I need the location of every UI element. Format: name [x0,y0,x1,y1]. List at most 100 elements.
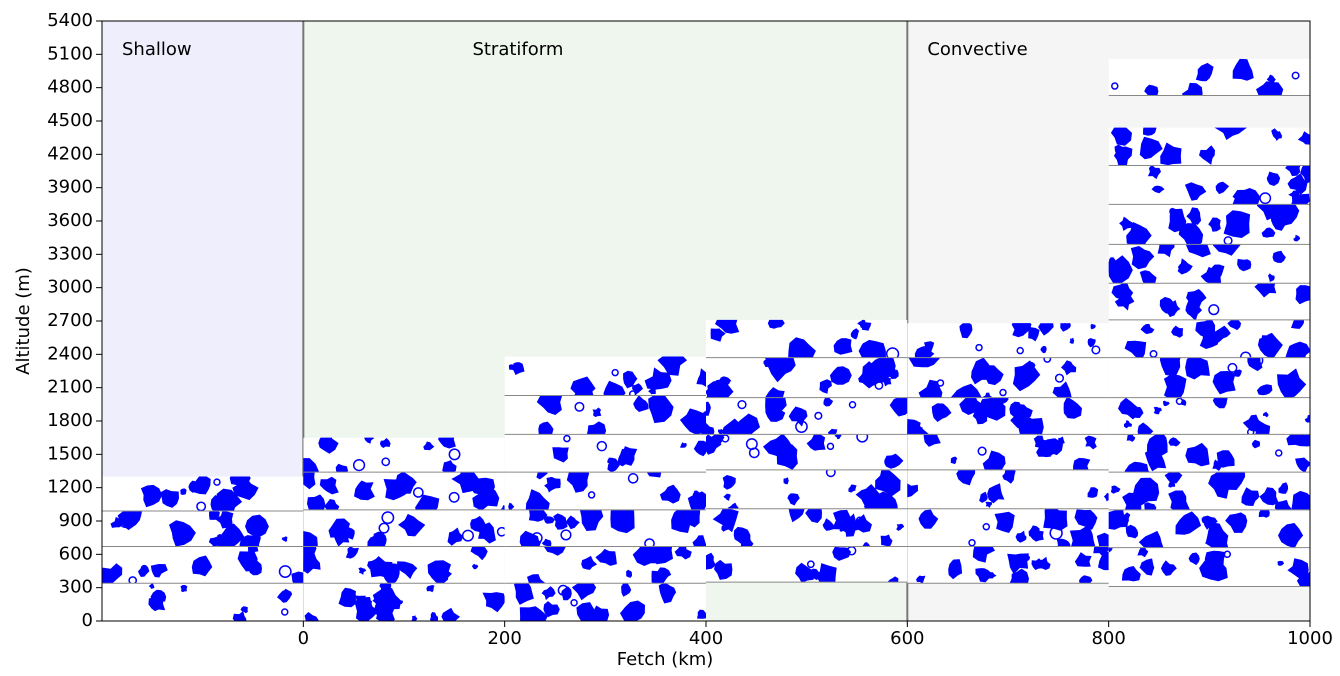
particle [1130,246,1155,270]
particle [914,345,935,358]
particle [373,531,387,547]
particle [1115,127,1124,136]
particle [1286,434,1309,447]
particle [644,538,655,547]
image-strip [907,397,1109,435]
particle [1160,142,1182,166]
particle [628,390,637,396]
particle [352,458,366,472]
particle [303,553,321,574]
strip-background [907,546,1109,584]
particle [706,434,722,455]
particle [354,480,375,501]
particle [595,548,617,566]
particle [1195,62,1214,82]
particle [426,585,435,593]
y-tick-label: 4500 [47,110,93,131]
particle [706,552,716,570]
particle [1247,357,1263,372]
particle [727,502,739,509]
particle [1137,547,1149,558]
particle [1058,436,1065,444]
particle [245,514,269,538]
particle [975,343,983,352]
particle [1063,323,1071,329]
image-strip [706,508,908,547]
image-strip [907,357,1109,398]
particle [1223,210,1251,238]
particle [850,328,859,340]
particle [303,458,319,473]
particle [982,450,1006,470]
particle [826,442,835,451]
particle [553,513,568,530]
particle [858,339,886,358]
particle [1124,340,1147,358]
particle [765,387,785,398]
particle [570,599,578,607]
particle [692,490,700,498]
particle [398,513,426,537]
particle [783,477,789,485]
particle [230,535,239,544]
particle [618,446,638,466]
image-strip [1108,283,1310,320]
particle [657,356,688,376]
y-tick-label: 1500 [47,443,93,464]
particle [1182,82,1203,96]
particle [1291,490,1310,510]
particle [936,379,945,387]
particle [381,457,391,467]
particle [862,542,870,547]
particle [591,605,610,622]
particle [1287,173,1308,195]
particle [1073,457,1091,470]
particle [1199,145,1215,165]
particle [1160,560,1177,576]
particle [364,437,375,444]
y-tick-label: 3900 [47,177,93,198]
particle [1268,273,1275,282]
particle [806,560,815,569]
particle [543,516,555,524]
image-strip [1108,58,1310,96]
particle [822,518,834,531]
particle [1186,207,1202,225]
particle [869,491,881,502]
particle [176,524,184,533]
particle [814,411,823,420]
particle [907,483,919,498]
particle [1227,362,1238,373]
particle [508,364,516,371]
particle [795,420,808,434]
particle [1300,165,1310,185]
particle [1277,560,1285,566]
particle [693,440,706,457]
particle [191,555,213,577]
image-strip [303,472,505,510]
particle [1269,90,1276,96]
particle [1186,244,1211,258]
particle [461,529,474,542]
image-strip [1108,397,1310,435]
y-tick-label: 5400 [47,10,93,31]
particle [968,538,976,547]
particle [888,367,899,379]
image-strip [102,546,304,584]
particle [576,602,596,622]
particle [1033,435,1048,451]
particle [1212,371,1236,395]
particle [787,493,800,506]
strip-background [907,323,1109,358]
particle [592,407,602,417]
particle [1040,346,1047,354]
y-tick-label: 3000 [47,277,93,298]
particle [723,493,731,501]
particle [500,505,505,510]
particle [1232,58,1254,81]
particle [856,434,869,443]
particle [848,401,857,409]
image-strip [706,546,908,583]
particle [1096,532,1109,547]
particle [102,563,123,584]
